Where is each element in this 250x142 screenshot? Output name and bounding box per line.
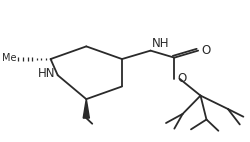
Polygon shape bbox=[83, 99, 89, 118]
Text: Me: Me bbox=[2, 53, 16, 63]
Text: NH: NH bbox=[152, 37, 169, 50]
Text: HN: HN bbox=[38, 67, 55, 80]
Text: O: O bbox=[201, 44, 210, 57]
Text: O: O bbox=[177, 72, 186, 85]
